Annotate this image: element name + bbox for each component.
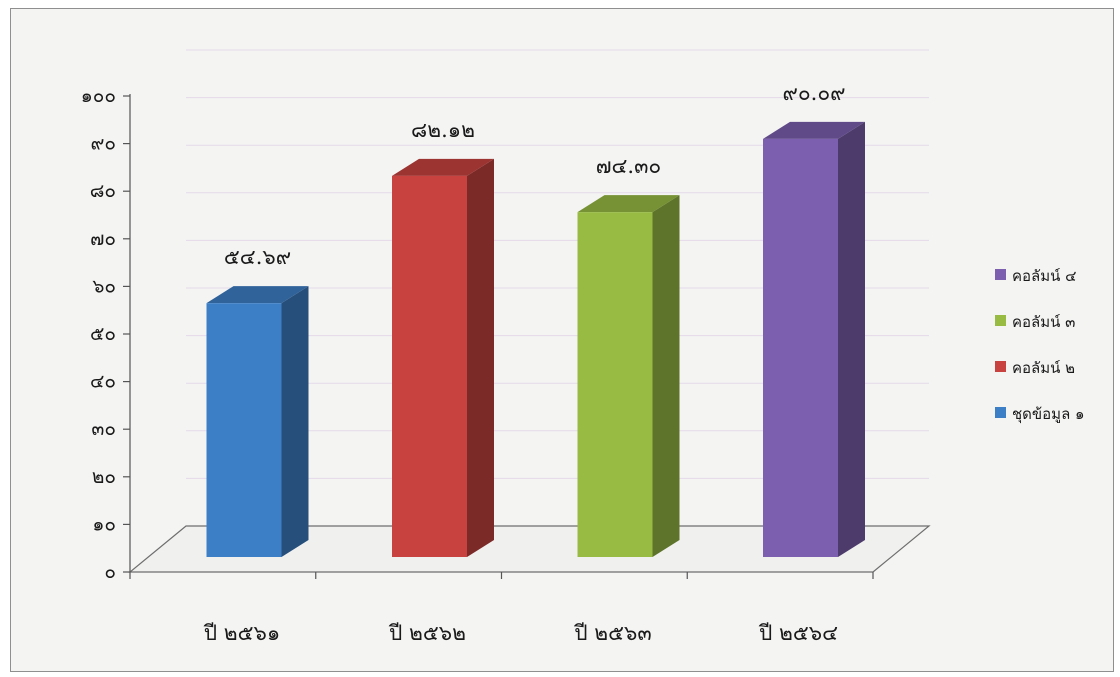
bar-data-label: ๕๔.๖๙ bbox=[224, 245, 291, 269]
bar-data-label: ๗๔.๓๐ bbox=[596, 154, 662, 178]
bar-side-face bbox=[281, 286, 309, 557]
bar-data-label: ๘๒.๑๒ bbox=[411, 118, 475, 142]
legend-swatch bbox=[995, 315, 1006, 326]
legend-label: คอลัมน์ ๔ bbox=[1012, 267, 1077, 285]
y-tick-label: ๘๐ bbox=[90, 180, 116, 202]
x-category-label: ปี ๒๕๖๔ bbox=[758, 621, 838, 645]
bar-top-face bbox=[392, 158, 494, 176]
y-tick-label: ๑๐ bbox=[92, 513, 116, 535]
x-category-label: ปี ๒๕๖๓ bbox=[574, 621, 652, 645]
legend-swatch bbox=[995, 269, 1006, 280]
legend-swatch bbox=[995, 407, 1006, 418]
bar-data-label: ๙๐.๐๙ bbox=[782, 81, 845, 105]
x-category-label: ปี ๒๕๖๒ bbox=[388, 621, 466, 645]
y-tick-label: ๑๐๐ bbox=[81, 85, 116, 107]
legend-label: คอลัมน์ ๒ bbox=[1012, 359, 1075, 377]
bar-side-face bbox=[838, 121, 865, 557]
bar-top-face bbox=[577, 195, 680, 213]
bar bbox=[763, 138, 838, 557]
bar-top-face bbox=[206, 286, 309, 304]
bar bbox=[577, 212, 653, 557]
y-tick-label: ๙๐ bbox=[90, 133, 116, 155]
bar-side-face bbox=[467, 158, 494, 558]
bar-side-face bbox=[652, 195, 680, 557]
bar bbox=[392, 175, 467, 558]
legend-label: คอลัมน์ ๓ bbox=[1012, 313, 1075, 331]
y-tick-label: ๗๐ bbox=[90, 228, 116, 250]
y-tick-label: ๒๐ bbox=[92, 466, 116, 488]
legend-swatch bbox=[995, 361, 1006, 372]
y-tick-label: ๐ bbox=[104, 561, 116, 583]
y-tick-label: ๖๐ bbox=[92, 275, 116, 297]
bar-top-face bbox=[763, 121, 865, 139]
x-category-label: ปี ๒๕๖๑ bbox=[203, 621, 280, 645]
bar bbox=[206, 303, 282, 557]
chart-floor bbox=[128, 525, 931, 573]
y-tick-label: ๔๐ bbox=[90, 371, 116, 393]
legend-label: ชุดข้อมูล ๑ bbox=[1012, 405, 1085, 424]
y-tick-label: ๕๐ bbox=[90, 323, 116, 345]
y-tick-label: ๓๐ bbox=[91, 418, 116, 440]
